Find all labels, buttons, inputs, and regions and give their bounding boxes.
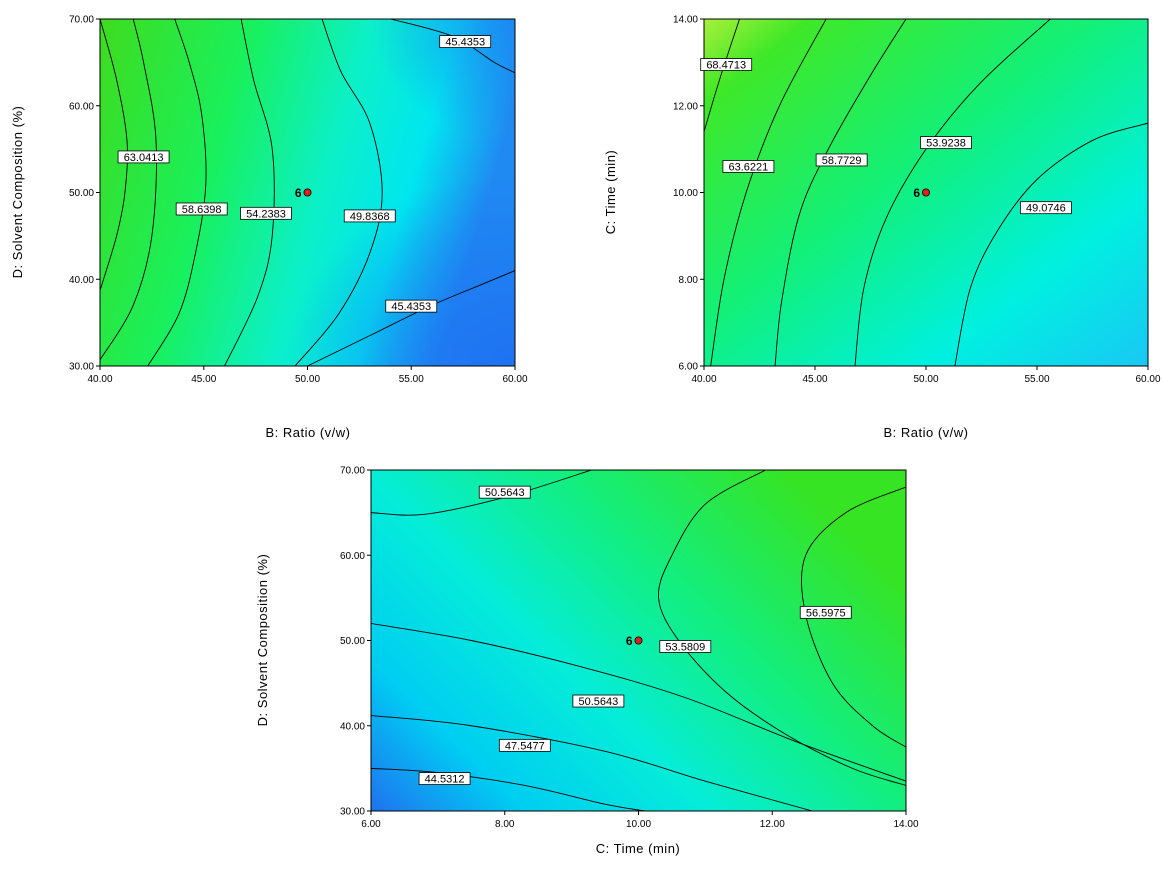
contour-label-box	[1019, 201, 1072, 215]
design-point-marker	[922, 188, 931, 197]
y-axis-label: D: Solvent Composition (%)	[10, 106, 25, 279]
contour-label-box	[418, 772, 471, 786]
contour-line	[371, 767, 646, 811]
contour-label-box	[799, 605, 852, 619]
contour-label: 47.5477	[505, 740, 545, 752]
x-tick-label: 8.00	[495, 819, 515, 830]
x-tick-label: 45.00	[802, 374, 827, 385]
contour-line	[100, 19, 128, 291]
contour-line	[854, 19, 1051, 366]
contour-label-box	[722, 160, 775, 173]
y-tick-label: 30.00	[69, 362, 94, 373]
x-tick-label: 60.00	[502, 374, 527, 385]
y-tick-label: 10.00	[673, 188, 698, 199]
y-tick-label: 70.00	[69, 15, 94, 26]
x-axis-label: C: Time (min)	[596, 841, 681, 856]
y-tick-label: 50.00	[340, 636, 365, 647]
contour-plot-1: 40.00 45.00 50.00 55.00 60.0030.0040.0050.00…	[10, 15, 528, 441]
y-tick-label: 14.00	[673, 15, 698, 26]
contour-label: 58.6398	[182, 204, 222, 216]
x-tick-label: 40.00	[691, 374, 716, 385]
contour-label: 54.2383	[246, 208, 286, 220]
x-tick-label: 60.00	[1135, 374, 1160, 385]
y-axis-label: C: Time (min)	[603, 150, 618, 235]
y-tick-label: 30.00	[340, 807, 365, 818]
contour-label: 50.5643	[578, 696, 618, 708]
contour-label: 49.8368	[350, 211, 390, 223]
contour-line	[371, 470, 592, 516]
contour-label-box	[385, 299, 438, 313]
y-tick-label: 40.00	[340, 721, 365, 732]
x-tick-label: 40.00	[87, 374, 112, 385]
contour-line	[294, 19, 383, 366]
contour-label-box	[920, 136, 972, 150]
design-point-marker	[634, 636, 643, 645]
contour-line	[224, 19, 275, 366]
contour-line	[710, 19, 827, 366]
x-axis-label: B: Ratio (v/w)	[883, 425, 968, 440]
y-tick-label: 60.00	[340, 551, 365, 562]
contour-label-box	[700, 58, 753, 71]
contour-label: 44.5312	[425, 774, 465, 786]
y-tick-label: 40.00	[69, 275, 94, 286]
design-point-marker	[303, 188, 312, 197]
contour-label-box	[439, 35, 492, 48]
x-tick-label: 50.00	[295, 374, 320, 385]
contour-label-box	[498, 738, 551, 752]
contour-label-box	[175, 202, 228, 216]
contour-plot-2: 40.00 45.00 50.00 55.00 60.00 6.00 8.00 10.00 12…	[603, 15, 1161, 441]
y-tick-label: 50.00	[69, 188, 94, 199]
contour-label: 56.5975	[806, 607, 846, 619]
contour-label: 45.4353	[391, 301, 431, 313]
contour-label-box	[240, 206, 292, 220]
design-point-label: 6	[295, 186, 302, 200]
contour-label-box	[659, 640, 712, 653]
contour-lines	[704, 19, 1148, 366]
contour-label: 45.4353	[445, 37, 485, 49]
contour-label-box	[572, 694, 625, 708]
design-point-label: 6	[913, 186, 920, 200]
y-axis-label: D: Solvent Composition (%)	[255, 554, 270, 727]
contour-label-box	[815, 153, 868, 167]
contour-label-box	[117, 150, 170, 164]
x-tick-label: 50.00	[913, 374, 938, 385]
contour-line	[371, 715, 813, 811]
y-tick-label: 60.00	[69, 101, 94, 112]
contour-label: 53.5809	[665, 641, 705, 653]
x-tick-label: 6.00	[361, 819, 381, 830]
x-axis-label: B: Ratio (v/w)	[265, 425, 350, 440]
contour-label: 63.0413	[124, 152, 164, 164]
x-tick-label: 10.00	[626, 819, 651, 830]
x-tick-label: 45.00	[191, 374, 216, 385]
design-point-label: 6	[626, 634, 633, 648]
contour-label: 58.7729	[822, 155, 862, 167]
contour-label-box	[478, 485, 531, 499]
contour-line	[774, 19, 907, 366]
x-tick-label: 55.00	[399, 374, 424, 385]
contour-label: 50.5643	[485, 487, 525, 499]
y-tick-label: 70.00	[340, 466, 365, 477]
contour-line	[704, 19, 740, 132]
y-tick-label: 6.00	[679, 362, 699, 373]
contour-line	[390, 19, 515, 74]
y-tick-label: 8.00	[679, 275, 699, 286]
contour-plot-3: 6.00 8.00 10.00 12.00 14.00 30.00 40.00 50.00 60…	[255, 466, 919, 857]
contour-label: 49.0746	[1026, 203, 1066, 215]
contour-label: 53.9238	[926, 138, 966, 150]
contour-label-box	[343, 209, 396, 223]
x-tick-label: 12.00	[760, 819, 785, 830]
x-tick-label: 14.00	[893, 819, 918, 830]
contour-line	[100, 19, 157, 361]
contour-lines	[100, 19, 515, 366]
contour-line	[371, 623, 906, 782]
contour-label: 68.4713	[706, 60, 746, 72]
contour-line	[954, 122, 1148, 366]
y-tick-label: 12.00	[673, 101, 698, 112]
x-tick-label: 55.00	[1024, 374, 1049, 385]
contour-label: 63.6221	[729, 161, 769, 173]
contour-line	[147, 19, 207, 366]
